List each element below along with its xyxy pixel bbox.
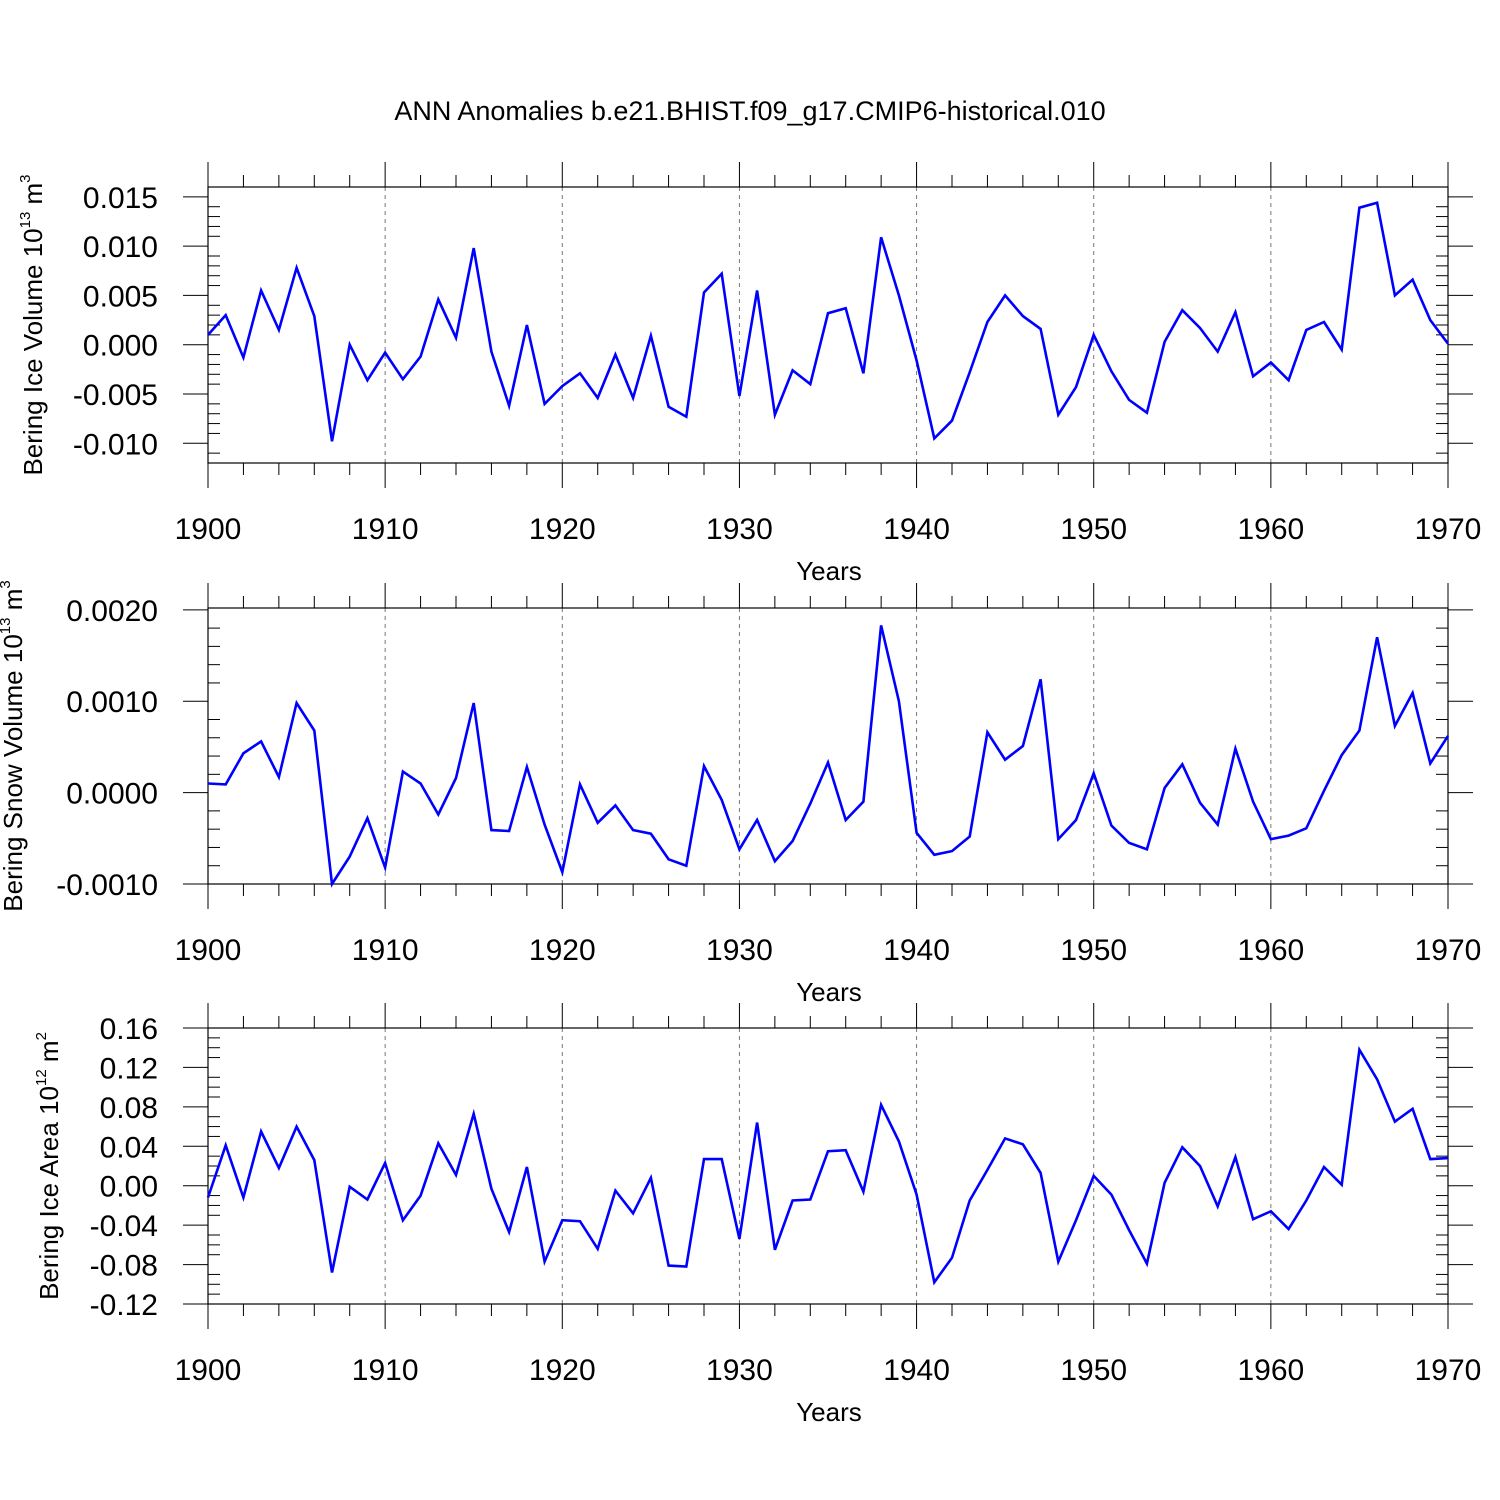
x-tick-label: 1970: [1415, 513, 1482, 546]
panel-3: 1900 1910 1920 1930 1940 1950 1960 1970 Years -0.…: [33, 1003, 1481, 1427]
x-axis-label: Years: [796, 1397, 862, 1427]
x-tick-label: 1930: [706, 1354, 773, 1387]
x-tick-label: 1950: [1060, 1354, 1127, 1387]
y-tick-label: 0.04: [100, 1131, 158, 1164]
x-tick-label: 1930: [706, 934, 773, 967]
panel-2: 1900 1910 1920 1930 1940 1950 1960 1970 Years -0.…: [0, 580, 1481, 1007]
x-tick-label: 1910: [352, 1354, 419, 1387]
y-tick-label: 0.16: [100, 1013, 158, 1046]
y-tick-label: 0.12: [100, 1052, 158, 1085]
y-tick-label: 0.010: [83, 231, 158, 264]
x-axis-label: Years: [796, 977, 862, 1007]
y-tick-label: 0.005: [83, 280, 158, 313]
y-tick-label: -0.0010: [56, 869, 158, 902]
x-tick-label: 1910: [352, 934, 419, 967]
x-tick-label: 1950: [1060, 934, 1127, 967]
x-tick-label: 1920: [529, 934, 596, 967]
chart-title: ANN Anomalies b.e21.BHIST.f09_g17.CMIP6-…: [394, 96, 1106, 126]
panel-1: 1900 1910 1920 1930 1940 1950 1960 1970 Years -0.…: [17, 162, 1481, 586]
series-line: [207, 201, 1450, 442]
x-tick-label: 1920: [529, 513, 596, 546]
y-tick-label: -0.08: [90, 1250, 158, 1283]
x-tick-label: 1940: [883, 1354, 950, 1387]
y-tick-label: 0.000: [83, 330, 158, 363]
x-tick-label: 1970: [1415, 934, 1482, 967]
x-tick-label: 1900: [175, 513, 242, 546]
y-tick-label: 0.0000: [66, 778, 158, 811]
y-tick-label: -0.010: [73, 428, 158, 461]
x-tick-label: 1910: [352, 513, 419, 546]
y-tick-label: 0.015: [83, 182, 158, 215]
x-axis-label: Years: [796, 556, 862, 586]
y-tick-label: 0.00: [100, 1171, 158, 1204]
y-tick-label: 0.08: [100, 1092, 158, 1125]
x-tick-label: 1960: [1237, 1354, 1304, 1387]
x-tick-label: 1940: [883, 934, 950, 967]
plot-frame: [207, 1027, 1449, 1305]
plot-frame: [207, 607, 1449, 885]
y-tick-label: -0.04: [90, 1210, 158, 1243]
plot-frame: [207, 186, 1449, 464]
x-tick-label: 1960: [1237, 513, 1304, 546]
x-tick-label: 1900: [175, 1354, 242, 1387]
series-line: [207, 625, 1450, 888]
y-tick-label: -0.12: [90, 1289, 158, 1322]
x-tick-label: 1950: [1060, 513, 1127, 546]
x-tick-label: 1960: [1237, 934, 1304, 967]
y-axis-label: Bering Ice Area 1012 m2: [33, 1032, 64, 1300]
series-line: [206, 1045, 1449, 1286]
x-tick-label: 1940: [883, 513, 950, 546]
x-tick-label: 1920: [529, 1354, 596, 1387]
x-tick-label: 1930: [706, 513, 773, 546]
x-tick-label: 1900: [175, 934, 242, 967]
y-tick-label: 0.0010: [66, 686, 158, 719]
y-tick-label: 0.0020: [66, 595, 158, 628]
y-tick-label: -0.005: [73, 379, 158, 412]
y-axis-label: Bering Snow Volume 1013 m3: [0, 580, 28, 911]
y-axis-label: Bering Ice Volume 1013 m3: [17, 174, 48, 475]
x-tick-label: 1970: [1415, 1354, 1482, 1387]
